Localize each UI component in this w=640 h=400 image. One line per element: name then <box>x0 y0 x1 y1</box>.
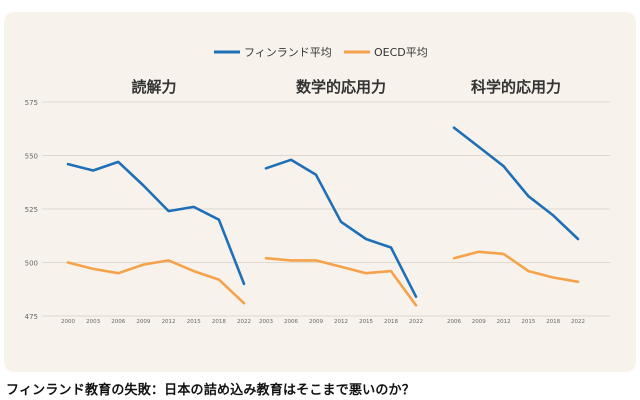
x-tick-label: 2018 <box>546 319 560 325</box>
legend-label-finland: フィンランド平均 <box>244 46 332 59</box>
x-tick-label: 2009 <box>309 319 323 325</box>
x-tick-label: 2018 <box>384 319 398 325</box>
oecd-line <box>452 250 580 284</box>
x-tick-label: 2009 <box>136 319 150 325</box>
x-tick-label: 2003 <box>86 319 100 325</box>
panel-title: 数学的応用力 <box>296 78 386 96</box>
x-tick-label: 2015 <box>521 319 535 325</box>
panel-title: 科学的応用力 <box>471 78 561 96</box>
x-tick-label: 2012 <box>497 319 511 325</box>
oecd-line <box>66 259 246 305</box>
y-tick-label: 550 <box>25 153 38 161</box>
x-tick-label: 2015 <box>187 319 201 325</box>
y-tick-label: 500 <box>25 260 38 268</box>
x-tick-label: 2012 <box>162 319 176 325</box>
chart-card: 575 550 525 500 475 フィンランド平均 OECD平均読解力 2000 2003… <box>4 12 636 372</box>
panel-title: 読解力 <box>131 78 176 96</box>
x-tick-label: 2022 <box>571 319 585 325</box>
finland-line <box>66 160 246 286</box>
finland-line <box>452 126 580 241</box>
x-tick-label: 2022 <box>409 319 423 325</box>
x-tick-label: 2018 <box>212 319 226 325</box>
legend-label-oecd: OECD平均 <box>374 46 428 59</box>
x-tick-label: 2015 <box>359 319 373 325</box>
y-tick-label: 475 <box>25 313 38 321</box>
page-caption: フィンランド教育の失敗：日本の詰め込み教育はそこまで悪いのか？ <box>6 383 415 398</box>
x-tick-label: 2000 <box>61 319 75 325</box>
x-tick-label: 2009 <box>472 319 486 325</box>
x-tick-label: 2022 <box>237 319 251 325</box>
x-tick-label: 2006 <box>447 319 461 325</box>
oecd-line <box>264 256 418 307</box>
x-tick-label: 2003 <box>259 319 273 325</box>
x-tick-label: 2006 <box>111 319 125 325</box>
x-tick-label: 2012 <box>334 319 348 325</box>
x-tick-label: 2006 <box>284 319 298 325</box>
y-tick-label: 525 <box>25 206 38 214</box>
y-tick-label: 575 <box>25 99 38 107</box>
